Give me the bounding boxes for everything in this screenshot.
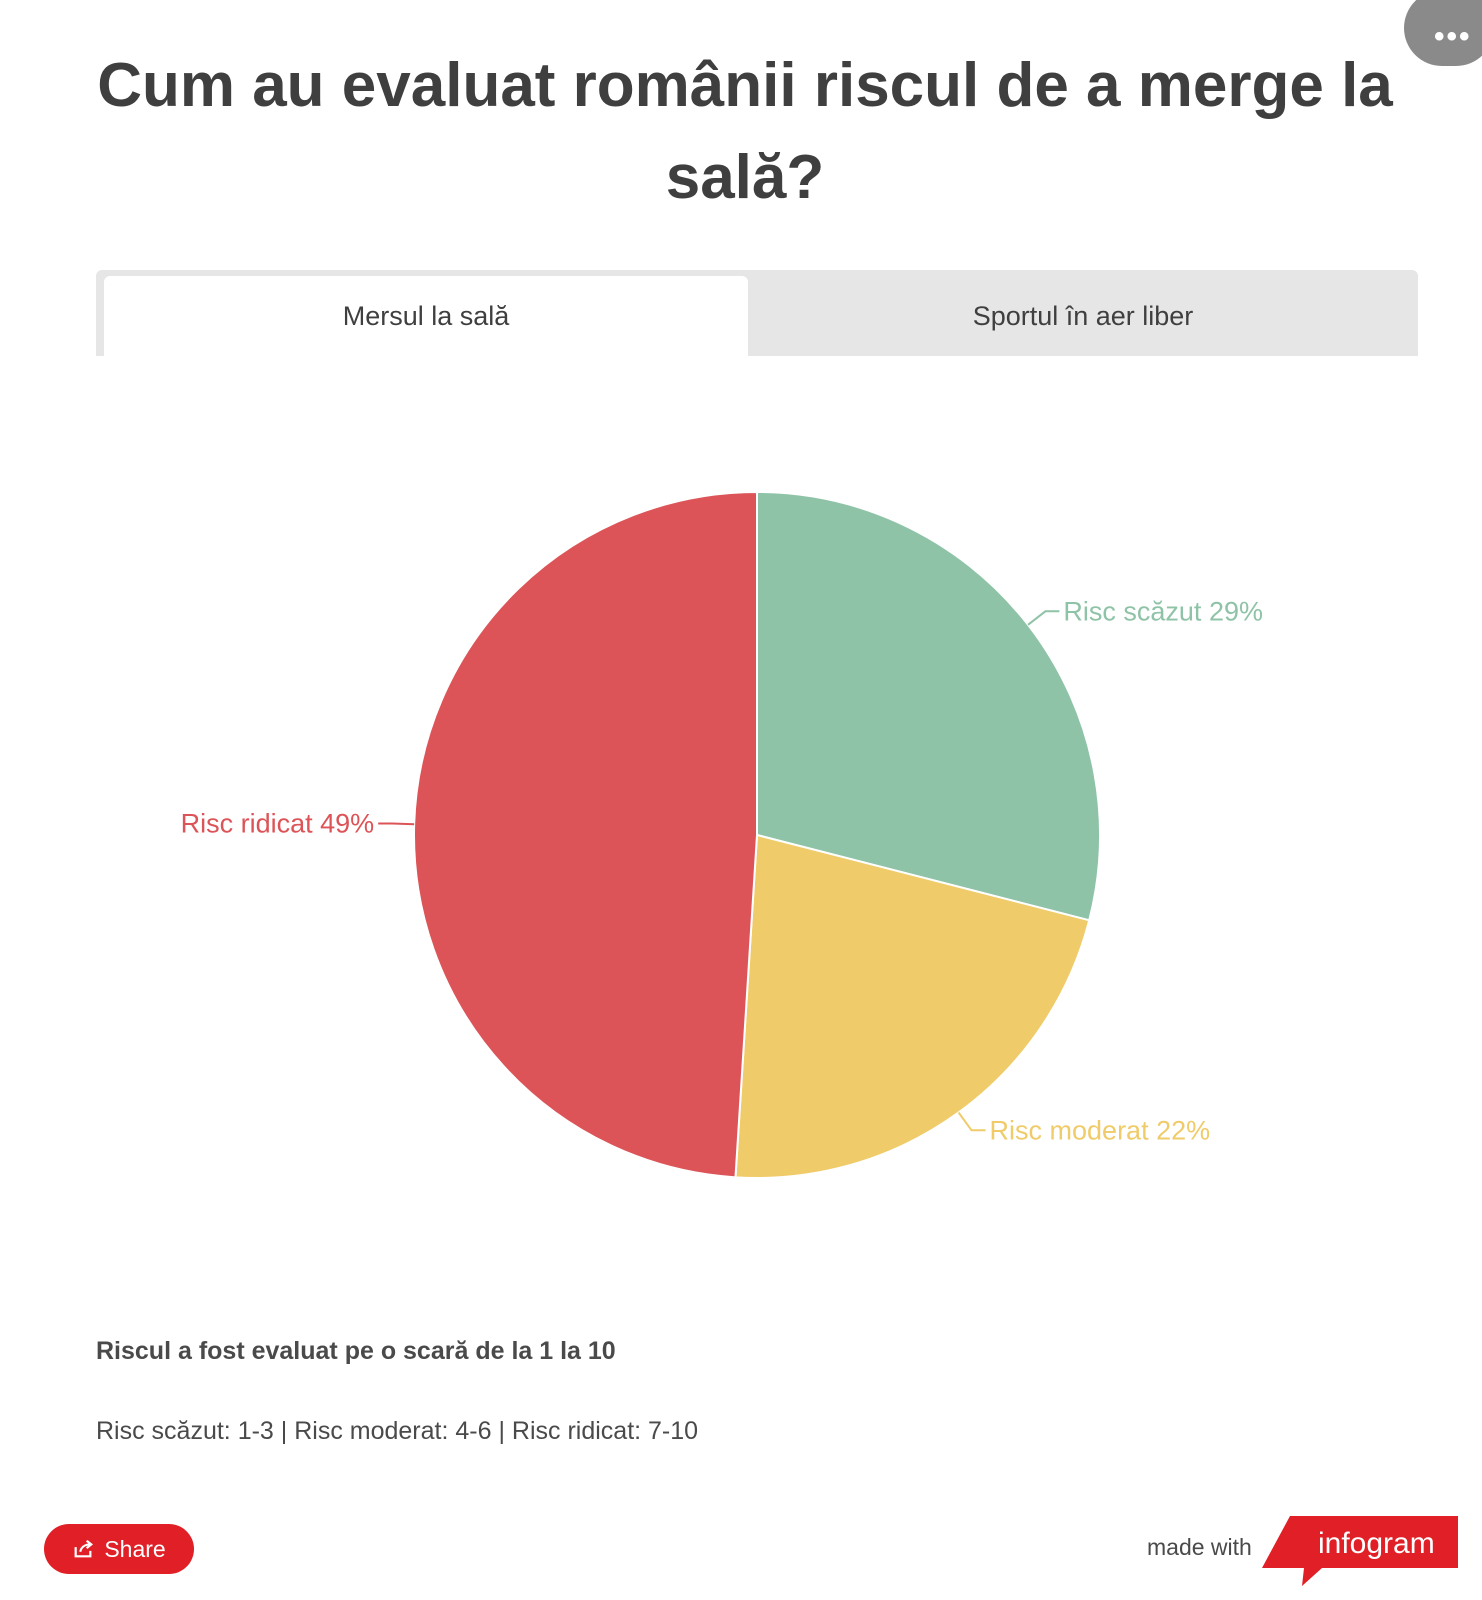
slice-label-1: Risc moderat 22%	[990, 1115, 1211, 1145]
share-icon	[74, 1539, 94, 1558]
risk-ranges-note: Risc scăzut: 1-3 | Risc moderat: 4-6 | R…	[96, 1417, 699, 1445]
more-dots-icon: •••	[1434, 20, 1472, 53]
leader-line-2	[378, 822, 415, 826]
tab-mersul-la-sala[interactable]: Mersul la sală	[104, 276, 748, 356]
slice-label-2: Risc ridicat 49%	[181, 809, 375, 839]
share-label: Share	[104, 1535, 166, 1562]
pie-slice-1[interactable]	[734, 833, 1091, 1179]
scale-note: Riscul a fost evaluat pe o scară de la 1…	[96, 1337, 616, 1365]
tab-sportul-in-aer-liber[interactable]: Sportul în aer liber	[972, 300, 1194, 331]
made-with-text: made with	[1147, 1534, 1252, 1560]
share-button[interactable]: Share	[44, 1524, 194, 1574]
pie-chart: Risc scăzut 29% Risc moderat 22% Risc ridi…	[181, 490, 1263, 1179]
leader-line-1	[957, 1111, 986, 1132]
pie-slice-2[interactable]	[413, 490, 758, 1179]
chart-title: Cum au evaluat românii riscul de a merge…	[97, 51, 1393, 212]
infogram-brand-text: infogram	[1318, 1527, 1435, 1560]
tab-bar: Mersul la sală Sportul în aer liber	[96, 270, 1418, 356]
more-options-button[interactable]: •••	[1404, 0, 1482, 66]
slice-label-0: Risc scăzut 29%	[1063, 596, 1263, 626]
leader-line-0	[1027, 610, 1060, 626]
infogram-logo[interactable]: infogram	[1262, 1516, 1462, 1586]
pie-slice-0[interactable]	[756, 490, 1101, 922]
